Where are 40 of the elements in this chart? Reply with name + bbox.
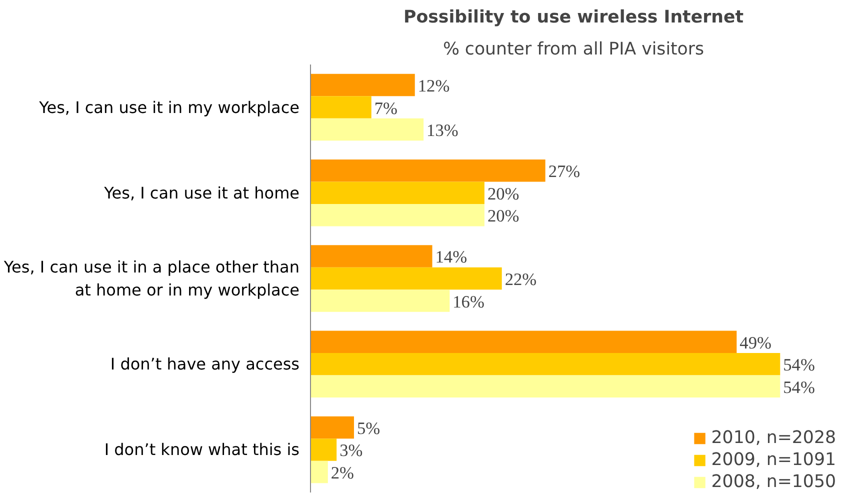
legend-label: 2008, n=1050 (711, 472, 836, 492)
y-tick-label: Yes, I can use it in a place other than at home or in my workplace (2, 258, 300, 300)
data-label: 22% (504, 270, 537, 289)
data-label: 20% (487, 184, 520, 204)
data-label: 54% (783, 378, 815, 397)
bar (310, 460, 328, 484)
y-tick-label: Yes, I can use it at home (103, 183, 300, 202)
data-label: 12% (418, 76, 450, 96)
y-tick-label: I don’t have any access (110, 354, 300, 374)
bar (310, 416, 354, 439)
data-label: 3% (340, 441, 363, 460)
y-tick-label: I don’t know what this is (104, 440, 300, 460)
data-label: 14% (435, 248, 468, 267)
data-label: 2% (330, 463, 354, 482)
data-label: 27% (548, 162, 580, 182)
data-label: 20% (487, 206, 520, 226)
bar (310, 352, 780, 376)
bar (310, 182, 484, 204)
data-label: 49% (740, 333, 772, 352)
bar (310, 74, 415, 96)
data-label: 16% (452, 292, 484, 312)
y-tick-label: Yes, I can use it in my workplace (38, 98, 300, 117)
bar (310, 96, 372, 118)
chart-subtitle: % counter from all PIA visitors (442, 40, 704, 60)
bar (310, 290, 450, 312)
legend-label: 2009, n=1091 (711, 450, 836, 470)
bar (310, 330, 737, 353)
data-label: 5% (356, 418, 380, 438)
chart-title: Possibility to use wireless Internet (404, 8, 744, 28)
legend-label: 2010, n=2028 (711, 428, 836, 448)
bar (310, 375, 780, 398)
bar (310, 438, 337, 461)
data-label: 13% (426, 121, 458, 140)
bar (310, 267, 502, 290)
bar (310, 160, 546, 182)
data-label: 7% (374, 98, 398, 118)
bar (310, 245, 432, 268)
data-label: 54% (783, 356, 815, 375)
bar (310, 118, 424, 141)
bar (310, 204, 484, 226)
